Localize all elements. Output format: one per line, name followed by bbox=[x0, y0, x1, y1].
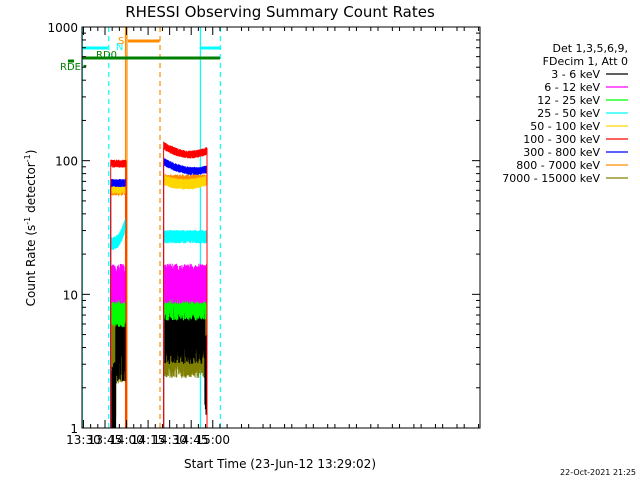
legend-entry-label: 3 - 6 keV bbox=[551, 68, 600, 81]
status-flag-label: RD0 bbox=[96, 50, 117, 61]
series-line bbox=[110, 263, 127, 428]
y-tick-label: 1000 bbox=[47, 21, 78, 35]
x-tick-label: 15:00 bbox=[195, 433, 230, 447]
legend-header: Det 1,3,5,6,9, bbox=[552, 42, 628, 55]
legend-entry-label: 12 - 25 keV bbox=[537, 94, 600, 107]
y-tick-label: 1 bbox=[70, 422, 78, 436]
x-tick-label: 13:30 bbox=[66, 433, 101, 447]
series-line bbox=[110, 159, 127, 428]
y-axis-label-part: detector bbox=[24, 162, 38, 217]
series-line bbox=[163, 263, 208, 428]
series-line bbox=[163, 157, 208, 428]
y-tick-label: 10 bbox=[63, 288, 78, 302]
plot-timestamp: 22-Oct-2021 21:25 bbox=[560, 468, 636, 477]
legend-header: FDecim 1, Att 0 bbox=[543, 55, 628, 68]
status-flag-label: N bbox=[116, 42, 123, 53]
x-tick-label: 14:15 bbox=[131, 433, 166, 447]
plot-frame bbox=[81, 26, 481, 429]
legend-entry-label: 100 - 300 keV bbox=[523, 133, 600, 146]
status-flag-label: RDE bbox=[60, 62, 81, 73]
x-axis-label: Start Time (23-Jun-12 13:29:02) bbox=[184, 457, 376, 471]
legend-entry-label: 50 - 100 keV bbox=[530, 120, 600, 133]
legend-entry-label: 7000 - 15000 keV bbox=[502, 172, 600, 185]
legend: Det 1,3,5,6,9,FDecim 1, Att 03 - 6 keV6 … bbox=[502, 42, 628, 185]
y-tick-label: 100 bbox=[55, 155, 78, 169]
x-tick-label: 14:30 bbox=[152, 433, 187, 447]
plot-clip-group bbox=[82, 27, 221, 428]
y-axis-label-superscript: -1 bbox=[23, 217, 32, 225]
legend-entry-label: 300 - 800 keV bbox=[523, 146, 600, 159]
series-line bbox=[110, 178, 127, 428]
series-line bbox=[110, 287, 127, 428]
series-line bbox=[163, 175, 208, 428]
legend-entry-label: 25 - 50 keV bbox=[537, 107, 600, 120]
legend-entry-label: 6 - 12 keV bbox=[544, 81, 600, 94]
x-tick-label: 14:45 bbox=[174, 433, 209, 447]
series-line bbox=[163, 141, 208, 428]
y-axis-label-superscript: -1 bbox=[23, 154, 32, 162]
y-axis-label: Count Rate (s-1 detector-1) bbox=[23, 150, 38, 307]
y-axis-label-part: ) bbox=[24, 150, 38, 155]
y-axis-label-part: Count Rate (s bbox=[24, 225, 38, 307]
legend-entry-label: 800 - 7000 keV bbox=[516, 159, 600, 172]
series-line bbox=[110, 218, 127, 428]
status-flag-label: S bbox=[118, 36, 124, 47]
chart-title: RHESSI Observing Summary Count Rates bbox=[125, 3, 435, 21]
x-tick-label: 14:00 bbox=[109, 433, 144, 447]
series-line bbox=[163, 229, 208, 428]
x-tick-label: 13:45 bbox=[88, 433, 123, 447]
